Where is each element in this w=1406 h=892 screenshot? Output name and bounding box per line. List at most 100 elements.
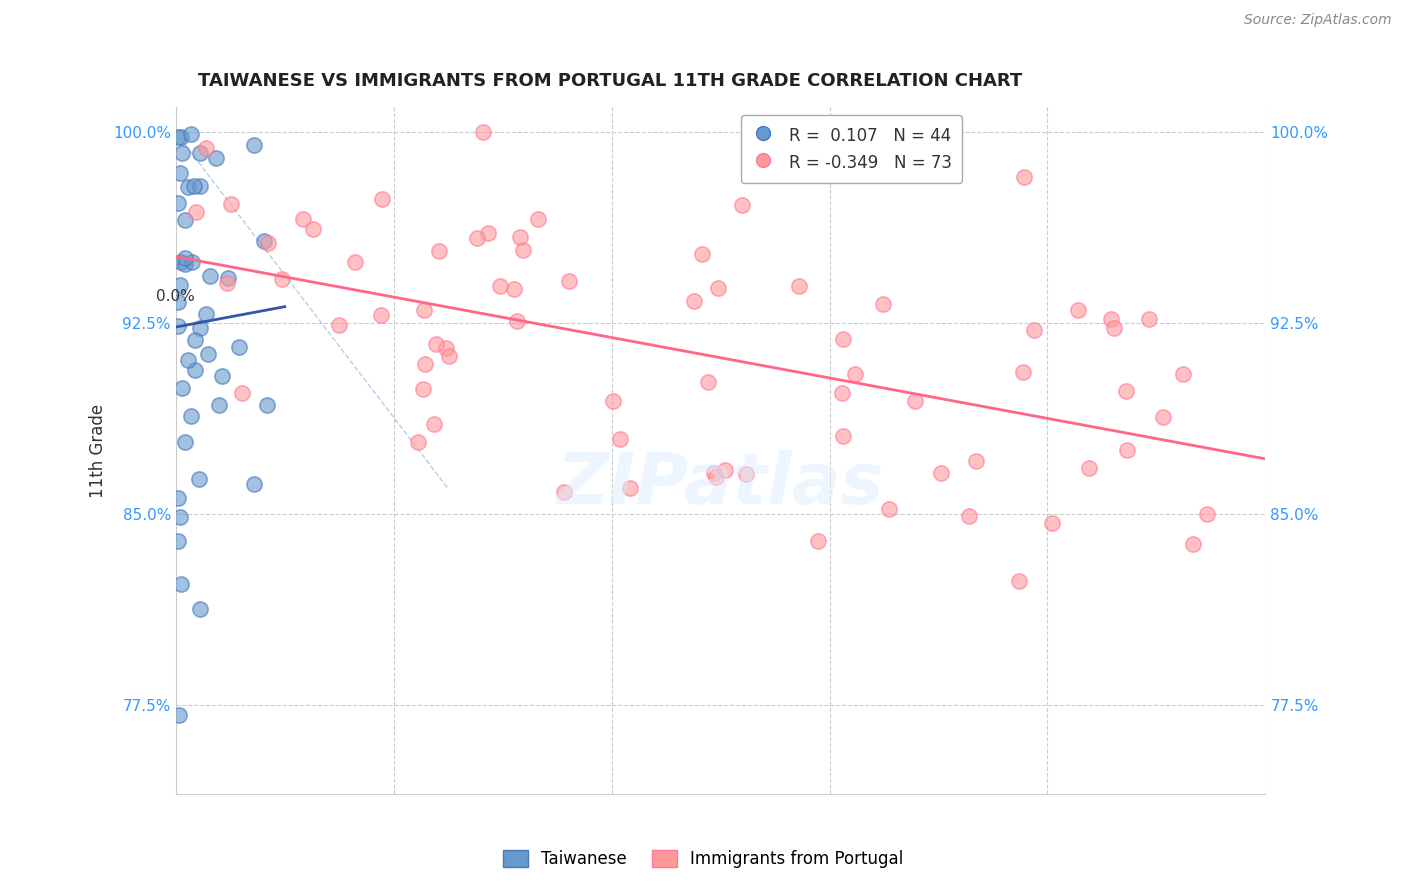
Point bbox=[184, 204, 207, 219]
Point bbox=[1137, 312, 1160, 326]
Point bbox=[291, 212, 314, 227]
Point bbox=[167, 491, 190, 505]
Point bbox=[1040, 516, 1063, 530]
Point bbox=[194, 308, 217, 322]
Point bbox=[844, 367, 866, 381]
Point bbox=[169, 510, 191, 524]
Point bbox=[208, 397, 231, 411]
Point bbox=[965, 454, 987, 468]
Point bbox=[425, 336, 447, 351]
Point bbox=[553, 485, 575, 500]
Point bbox=[211, 368, 233, 383]
Point bbox=[406, 434, 429, 449]
Point bbox=[703, 466, 725, 480]
Point bbox=[832, 429, 855, 443]
Point bbox=[831, 386, 853, 401]
Point bbox=[180, 254, 202, 268]
Point bbox=[512, 243, 534, 257]
Point bbox=[707, 281, 730, 295]
Point bbox=[231, 385, 253, 400]
Point bbox=[526, 211, 548, 226]
Legend: R =  0.107   N = 44, R = -0.349   N = 73: R = 0.107 N = 44, R = -0.349 N = 73 bbox=[741, 115, 962, 183]
Point bbox=[243, 477, 266, 491]
Text: TAIWANESE VS IMMIGRANTS FROM PORTUGAL 11TH GRADE CORRELATION CHART: TAIWANESE VS IMMIGRANTS FROM PORTUGAL 11… bbox=[197, 72, 1022, 90]
Point bbox=[197, 347, 219, 361]
Point bbox=[198, 269, 221, 284]
Point bbox=[167, 319, 190, 334]
Point bbox=[174, 252, 197, 266]
Text: Source: ZipAtlas.com: Source: ZipAtlas.com bbox=[1244, 13, 1392, 28]
Point bbox=[1195, 507, 1218, 521]
Point bbox=[167, 707, 190, 722]
Point bbox=[271, 271, 294, 285]
Point bbox=[872, 296, 894, 310]
Point bbox=[1104, 320, 1126, 334]
Point bbox=[1012, 169, 1035, 184]
Point bbox=[190, 145, 212, 160]
Point bbox=[465, 230, 488, 244]
Point bbox=[904, 393, 927, 408]
Point bbox=[167, 533, 190, 548]
Point bbox=[412, 382, 434, 396]
Point bbox=[167, 130, 190, 145]
Point bbox=[184, 363, 207, 377]
Point bbox=[437, 350, 460, 364]
Point bbox=[370, 192, 392, 206]
Point bbox=[169, 277, 191, 292]
Point bbox=[167, 195, 190, 210]
Point bbox=[472, 126, 495, 140]
Point bbox=[609, 432, 631, 446]
Point bbox=[558, 274, 581, 288]
Point bbox=[929, 466, 952, 480]
Point bbox=[370, 308, 392, 322]
Point bbox=[787, 279, 810, 293]
Point bbox=[183, 179, 205, 194]
Point bbox=[488, 279, 510, 293]
Point bbox=[180, 128, 202, 142]
Point bbox=[177, 180, 200, 194]
Point bbox=[169, 166, 191, 180]
Point bbox=[506, 314, 529, 328]
Point bbox=[692, 247, 714, 261]
Point bbox=[427, 244, 450, 259]
Point bbox=[1152, 410, 1174, 425]
Point bbox=[413, 357, 436, 371]
Point bbox=[713, 463, 735, 477]
Point bbox=[167, 295, 190, 310]
Point bbox=[328, 318, 350, 332]
Point bbox=[253, 234, 276, 248]
Point bbox=[242, 138, 264, 153]
Point bbox=[173, 213, 195, 227]
Point bbox=[602, 393, 624, 408]
Point bbox=[706, 470, 728, 484]
Point bbox=[228, 340, 250, 354]
Point bbox=[697, 375, 720, 389]
Point bbox=[188, 602, 211, 616]
Point bbox=[176, 353, 198, 368]
Y-axis label: 11th Grade: 11th Grade bbox=[90, 403, 107, 498]
Point bbox=[194, 141, 217, 155]
Point bbox=[188, 472, 211, 486]
Point bbox=[877, 501, 900, 516]
Point bbox=[423, 417, 446, 431]
Point bbox=[1115, 384, 1137, 398]
Point bbox=[735, 467, 758, 481]
Legend: Taiwanese, Immigrants from Portugal: Taiwanese, Immigrants from Portugal bbox=[496, 843, 910, 875]
Point bbox=[509, 230, 531, 244]
Point bbox=[180, 409, 202, 423]
Point bbox=[1181, 537, 1204, 551]
Point bbox=[219, 197, 242, 211]
Point bbox=[169, 129, 191, 144]
Text: ZIPatlas: ZIPatlas bbox=[557, 450, 884, 519]
Point bbox=[188, 179, 211, 194]
Point bbox=[173, 434, 195, 449]
Point bbox=[1078, 461, 1101, 475]
Point bbox=[477, 226, 499, 240]
Point bbox=[1099, 311, 1122, 326]
Point bbox=[1171, 368, 1194, 382]
Point bbox=[183, 333, 205, 347]
Point bbox=[170, 255, 193, 269]
Point bbox=[1008, 574, 1031, 588]
Point bbox=[257, 235, 280, 250]
Point bbox=[957, 508, 980, 523]
